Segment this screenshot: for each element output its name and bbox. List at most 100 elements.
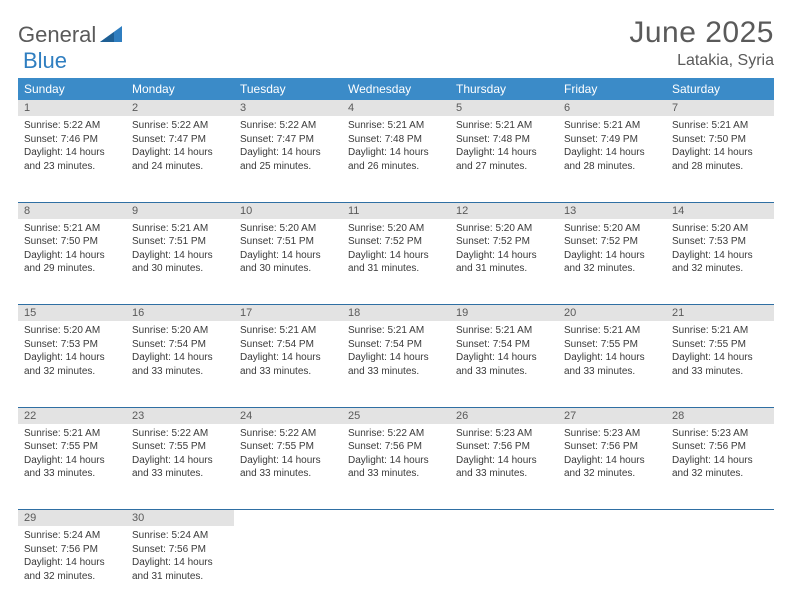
col-sun: Sunday: [18, 78, 126, 100]
col-tue: Tuesday: [234, 78, 342, 100]
day-cell: Sunrise: 5:21 AMSunset: 7:50 PMDaylight:…: [666, 116, 774, 202]
day-details: Sunrise: 5:23 AMSunset: 7:56 PMDaylight:…: [456, 427, 552, 481]
day-details: Sunrise: 5:21 AMSunset: 7:49 PMDaylight:…: [564, 119, 660, 173]
page-header: General June 2025 Latakia, Syria: [18, 16, 774, 70]
day-number: 9: [126, 202, 234, 219]
day-line: Daylight: 14 hours: [456, 146, 552, 160]
day-line: Daylight: 14 hours: [132, 146, 228, 160]
day-line: Sunrise: 5:21 AM: [456, 324, 552, 338]
day-line: Sunset: 7:56 PM: [564, 440, 660, 454]
day-number: 28: [666, 407, 774, 424]
day-line: Sunrise: 5:22 AM: [240, 119, 336, 133]
day-line: Sunrise: 5:23 AM: [672, 427, 768, 441]
day-line: Sunrise: 5:21 AM: [348, 119, 444, 133]
day-number: 10: [234, 202, 342, 219]
day-cell: Sunrise: 5:21 AMSunset: 7:48 PMDaylight:…: [342, 116, 450, 202]
day-cell: Sunrise: 5:23 AMSunset: 7:56 PMDaylight:…: [450, 424, 558, 510]
day-details: Sunrise: 5:21 AMSunset: 7:50 PMDaylight:…: [672, 119, 768, 173]
day-cell: Sunrise: 5:21 AMSunset: 7:54 PMDaylight:…: [450, 321, 558, 407]
day-number: 25: [342, 407, 450, 424]
day-line: and 31 minutes.: [348, 262, 444, 276]
day-line: Sunrise: 5:21 AM: [456, 119, 552, 133]
day-line: Sunrise: 5:21 AM: [564, 119, 660, 133]
day-line: and 32 minutes.: [24, 365, 120, 379]
day-cell: Sunrise: 5:22 AMSunset: 7:55 PMDaylight:…: [234, 424, 342, 510]
day-number: 23: [126, 407, 234, 424]
daynum-row: 891011121314: [18, 202, 774, 219]
day-line: and 33 minutes.: [132, 365, 228, 379]
day-line: Sunrise: 5:21 AM: [672, 324, 768, 338]
day-line: Daylight: 14 hours: [240, 146, 336, 160]
day-line: and 32 minutes.: [672, 467, 768, 481]
day-line: Sunset: 7:53 PM: [672, 235, 768, 249]
day-details: Sunrise: 5:21 AMSunset: 7:55 PMDaylight:…: [672, 324, 768, 378]
day-line: Sunrise: 5:21 AM: [240, 324, 336, 338]
day-line: and 33 minutes.: [564, 365, 660, 379]
day-line: Sunrise: 5:22 AM: [348, 427, 444, 441]
day-cell: Sunrise: 5:21 AMSunset: 7:48 PMDaylight:…: [450, 116, 558, 202]
day-line: and 31 minutes.: [132, 570, 228, 584]
day-number: 30: [126, 510, 234, 527]
day-line: Daylight: 14 hours: [456, 249, 552, 263]
day-line: Daylight: 14 hours: [672, 351, 768, 365]
day-line: Daylight: 14 hours: [132, 249, 228, 263]
daynum-row: 1234567: [18, 100, 774, 116]
day-line: and 29 minutes.: [24, 262, 120, 276]
day-line: and 31 minutes.: [456, 262, 552, 276]
day-number: [342, 510, 450, 527]
day-line: Sunrise: 5:20 AM: [456, 222, 552, 236]
day-line: Sunset: 7:56 PM: [456, 440, 552, 454]
day-number: 7: [666, 100, 774, 116]
day-line: Sunrise: 5:21 AM: [132, 222, 228, 236]
day-line: and 33 minutes.: [672, 365, 768, 379]
day-line: Sunset: 7:48 PM: [456, 133, 552, 147]
day-line: Sunrise: 5:22 AM: [24, 119, 120, 133]
day-line: Sunset: 7:50 PM: [24, 235, 120, 249]
day-number: 29: [18, 510, 126, 527]
day-line: Sunrise: 5:21 AM: [564, 324, 660, 338]
day-number: 8: [18, 202, 126, 219]
day-line: Sunset: 7:46 PM: [24, 133, 120, 147]
day-line: Sunset: 7:55 PM: [672, 338, 768, 352]
day-line: Sunrise: 5:23 AM: [564, 427, 660, 441]
day-line: Sunset: 7:51 PM: [132, 235, 228, 249]
day-cell: [342, 526, 450, 612]
day-cell: Sunrise: 5:21 AMSunset: 7:50 PMDaylight:…: [18, 219, 126, 305]
day-line: and 26 minutes.: [348, 160, 444, 174]
day-line: Sunrise: 5:22 AM: [132, 427, 228, 441]
day-details: Sunrise: 5:20 AMSunset: 7:52 PMDaylight:…: [564, 222, 660, 276]
day-line: and 33 minutes.: [240, 467, 336, 481]
day-line: Sunrise: 5:20 AM: [24, 324, 120, 338]
day-cell: Sunrise: 5:24 AMSunset: 7:56 PMDaylight:…: [126, 526, 234, 612]
day-line: Sunset: 7:54 PM: [132, 338, 228, 352]
day-line: and 30 minutes.: [132, 262, 228, 276]
day-line: Sunrise: 5:20 AM: [240, 222, 336, 236]
day-line: Sunrise: 5:22 AM: [240, 427, 336, 441]
day-line: Daylight: 14 hours: [240, 351, 336, 365]
col-wed: Wednesday: [342, 78, 450, 100]
day-line: Daylight: 14 hours: [564, 249, 660, 263]
day-line: Sunrise: 5:20 AM: [348, 222, 444, 236]
day-line: Sunset: 7:48 PM: [348, 133, 444, 147]
day-header-row: Sunday Monday Tuesday Wednesday Thursday…: [18, 78, 774, 100]
day-number: 13: [558, 202, 666, 219]
week-row: Sunrise: 5:21 AMSunset: 7:55 PMDaylight:…: [18, 424, 774, 510]
day-line: and 32 minutes.: [672, 262, 768, 276]
day-cell: Sunrise: 5:21 AMSunset: 7:55 PMDaylight:…: [18, 424, 126, 510]
day-line: and 28 minutes.: [672, 160, 768, 174]
day-number: 19: [450, 305, 558, 322]
day-details: Sunrise: 5:20 AMSunset: 7:54 PMDaylight:…: [132, 324, 228, 378]
day-line: and 32 minutes.: [564, 262, 660, 276]
day-line: Sunset: 7:52 PM: [456, 235, 552, 249]
day-cell: Sunrise: 5:20 AMSunset: 7:52 PMDaylight:…: [558, 219, 666, 305]
day-line: Sunset: 7:47 PM: [132, 133, 228, 147]
day-line: Daylight: 14 hours: [672, 454, 768, 468]
day-line: Daylight: 14 hours: [24, 146, 120, 160]
day-line: Daylight: 14 hours: [564, 351, 660, 365]
month-title: June 2025: [629, 16, 774, 50]
day-number: 17: [234, 305, 342, 322]
week-row: Sunrise: 5:24 AMSunset: 7:56 PMDaylight:…: [18, 526, 774, 612]
logo-text-2: Blue: [23, 48, 67, 74]
day-line: Sunrise: 5:21 AM: [348, 324, 444, 338]
day-line: and 32 minutes.: [24, 570, 120, 584]
